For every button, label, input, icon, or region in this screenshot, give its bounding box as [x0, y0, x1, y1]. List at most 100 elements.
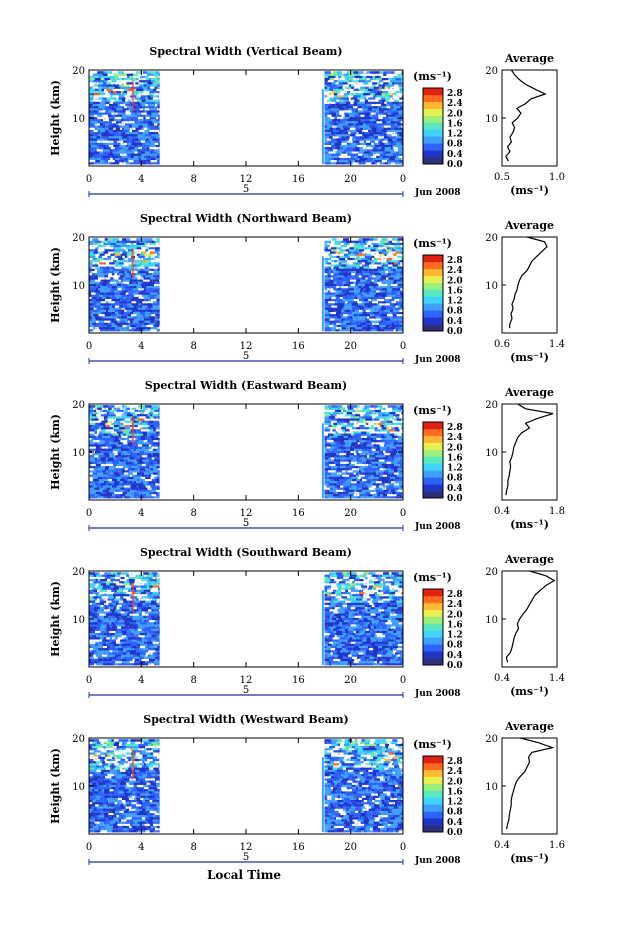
x-tick-label: 0 — [86, 508, 92, 519]
profile-x-tick-label: 1.8 — [549, 506, 565, 517]
x-tick-label: 16 — [292, 508, 305, 519]
colorbar-swatch — [423, 115, 443, 123]
profile-x-label: (ms⁻¹) — [510, 351, 549, 364]
heatmap-cells — [89, 238, 403, 332]
colorbar-swatch — [423, 150, 443, 158]
profile-x-label: (ms⁻¹) — [510, 184, 549, 197]
profile-x-tick-label: 0.4 — [494, 506, 510, 517]
colorbar-tick-label: 2.8 — [447, 89, 463, 99]
heatmap-strip — [321, 256, 324, 332]
heatmap-strip — [321, 89, 324, 165]
colorbar-swatch — [423, 282, 443, 290]
profile-x-tick-label: 0.5 — [494, 172, 510, 183]
colorbar-tick-label: 1.6 — [447, 286, 463, 296]
profile-x-tick-label: 1.4 — [549, 339, 565, 350]
colorbar-tick-label: 0.8 — [447, 140, 463, 150]
x-tick-label: 20 — [344, 508, 357, 519]
profile-x-label: (ms⁻¹) — [510, 518, 549, 531]
heatmap-cells — [89, 572, 403, 666]
profile-line — [505, 403, 554, 496]
heatmap-texture — [324, 405, 403, 499]
x-tick-label: 0 — [400, 174, 406, 185]
colorbar-tick-label: 2.4 — [447, 433, 463, 443]
panel-2: Spectral Width (Northward Beam) Height (k… — [49, 212, 565, 365]
panel-title: Spectral Width (Eastward Beam) — [145, 379, 347, 392]
colorbar-tick-label: 1.2 — [447, 297, 463, 307]
profile-frame — [501, 403, 558, 501]
x-tick-label: 12 — [240, 341, 253, 352]
colorbar-swatch — [423, 157, 443, 165]
colorbar-swatch — [423, 484, 443, 492]
colorbar-tick-label: 2.4 — [447, 99, 463, 109]
heatmap-texture — [89, 71, 160, 165]
colorbar-swatch — [423, 129, 443, 137]
colorbar-frame — [422, 254, 444, 332]
colorbar-tick-label: 0.0 — [447, 160, 463, 170]
panel-title: Spectral Width (Northward Beam) — [140, 212, 352, 225]
panel-title: Spectral Width (Vertical Beam) — [149, 45, 342, 58]
colorbar-swatch — [423, 122, 443, 130]
panel-title: Spectral Width (Southward Beam) — [140, 546, 352, 559]
profile-title: Average — [504, 386, 554, 399]
date-axis-tick-label: 5 — [243, 518, 249, 529]
colorbar-swatch — [423, 310, 443, 318]
colorbar-tick-label: 2.8 — [447, 423, 463, 433]
y-tick-label: 20 — [72, 233, 85, 244]
heatmap-texture — [324, 71, 403, 165]
x-tick-label: 12 — [240, 174, 253, 185]
colorbar-swatch — [423, 88, 443, 96]
colorbar-tick-label: 2.0 — [447, 443, 463, 453]
y-tick-label: 10 — [72, 114, 85, 125]
colorbar-swatch — [423, 143, 443, 151]
profile-frame — [501, 236, 558, 334]
y-axis-label: Height (km) — [49, 247, 62, 323]
x-tick-label: 0 — [86, 174, 92, 185]
colorbar-unit: (ms⁻¹) — [413, 237, 452, 250]
heatmap-spike — [132, 82, 134, 111]
x-tick-label: 0 — [400, 508, 406, 519]
x-tick-label: 0 — [400, 341, 406, 352]
profile-y-tick-label: 20 — [485, 233, 498, 244]
colorbar-tick-label: 0.0 — [447, 494, 463, 504]
profile-y-tick-label: 10 — [485, 114, 498, 125]
y-tick-label: 10 — [72, 281, 85, 292]
profile-y-tick-label: 20 — [485, 66, 498, 77]
y-axis-label: Height (km) — [49, 80, 62, 156]
colorbar-tick-label: 0.0 — [447, 327, 463, 337]
x-tick-label: 0 — [86, 341, 92, 352]
profile-x-tick-label: 0.6 — [494, 339, 510, 350]
colorbar-swatch — [423, 470, 443, 478]
heatmap-cells — [89, 71, 403, 165]
colorbar-unit: (ms⁻¹) — [413, 404, 452, 417]
colorbar-tick-label: 2.0 — [447, 276, 463, 286]
colorbar-tick-label: 1.2 — [447, 464, 463, 474]
colorbar-tick-label: 1.6 — [447, 119, 463, 129]
profile-y-tick-label: 10 — [485, 281, 498, 292]
colorbar-swatch — [423, 324, 443, 332]
profile-title: Average — [504, 52, 554, 65]
date-axis-label: Jun 2008 — [414, 355, 461, 365]
x-tick-label: 4 — [138, 508, 144, 519]
colorbar-frame — [422, 87, 444, 165]
heatmap-strip — [321, 423, 324, 499]
profile-title: Average — [504, 219, 554, 232]
colorbar-swatch — [423, 442, 443, 450]
heatmap-texture — [89, 405, 160, 499]
colorbar-swatch — [423, 303, 443, 311]
heatmap-spike — [132, 249, 134, 278]
x-tick-label: 16 — [292, 174, 305, 185]
colorbar-swatch — [423, 261, 443, 270]
colorbar-tick-label: 0.8 — [447, 474, 463, 484]
heatmap-cells — [89, 405, 403, 499]
colorbar-swatch — [423, 428, 443, 437]
y-tick-label: 20 — [72, 400, 85, 411]
colorbar-unit: (ms⁻¹) — [413, 70, 452, 83]
colorbar-tick-label: 0.4 — [447, 317, 463, 327]
colorbar-tick-label: 0.4 — [447, 150, 463, 160]
date-axis-label: Jun 2008 — [414, 522, 461, 532]
heatmap-texture — [324, 238, 403, 332]
colorbar-swatch — [423, 317, 443, 325]
heatmap-spike — [132, 416, 134, 445]
y-tick-label: 20 — [72, 66, 85, 77]
profile-y-tick-label: 10 — [485, 448, 498, 459]
